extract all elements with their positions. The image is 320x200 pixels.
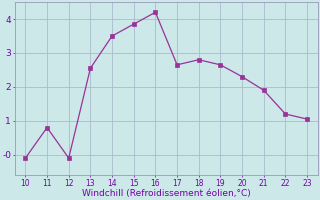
X-axis label: Windchill (Refroidissement éolien,°C): Windchill (Refroidissement éolien,°C) bbox=[82, 189, 251, 198]
